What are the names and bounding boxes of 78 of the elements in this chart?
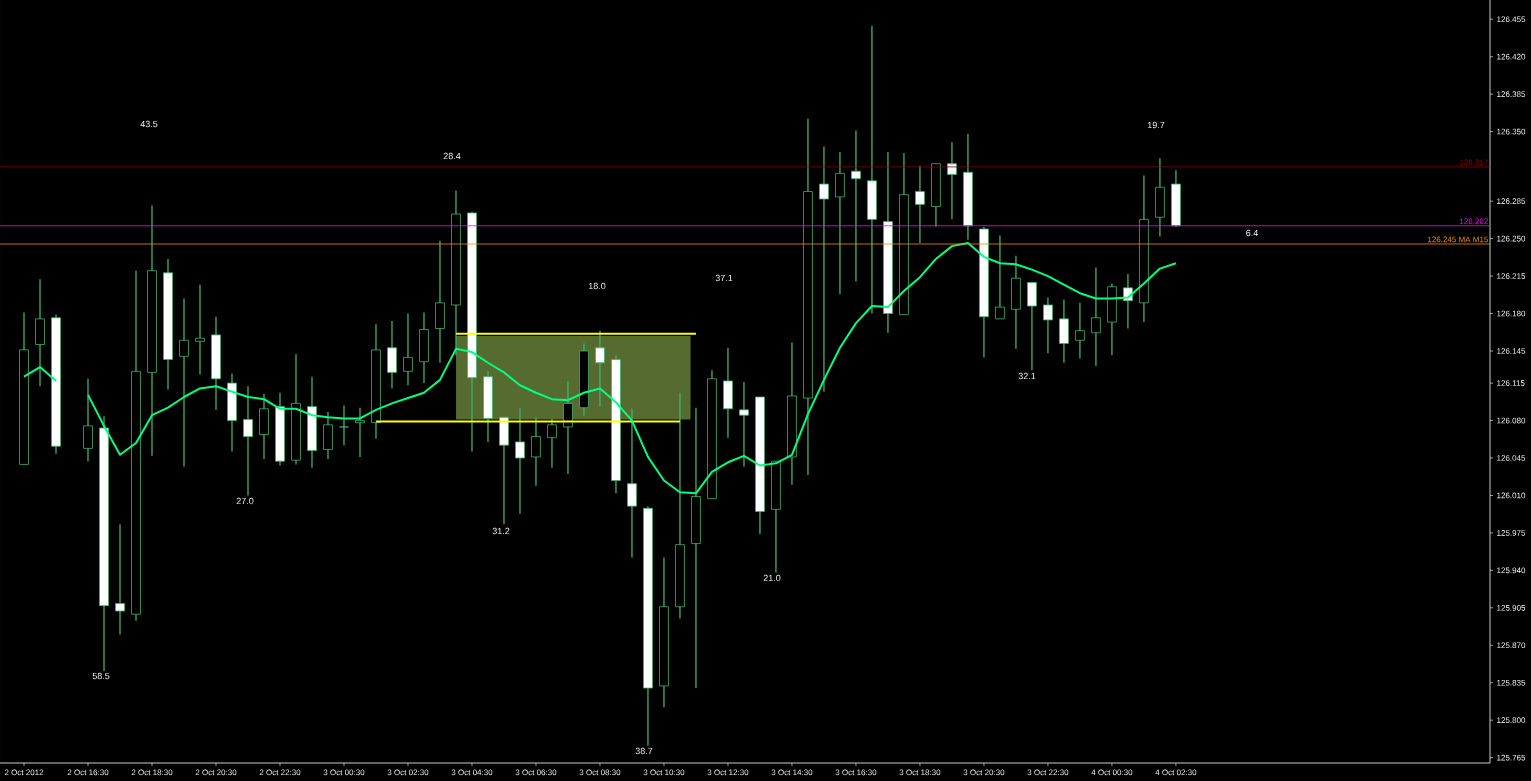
y-tick-label: 126.115 (1497, 380, 1525, 386)
candlestick (339, 404, 349, 446)
annotation: 31.2 (492, 527, 510, 535)
candlestick (1043, 296, 1053, 354)
y-tick-label: 126.250 (1497, 235, 1526, 242)
annotation: 37.1 (715, 274, 733, 282)
x-tick-label: 2 Oct 22:30 (259, 769, 301, 776)
candlestick (195, 283, 205, 376)
candlestick (835, 151, 845, 295)
y-tick-label: 126.420 (1497, 53, 1526, 60)
ref-line-label: 126.262 (1460, 218, 1488, 225)
annotation: 6.4 (1246, 229, 1258, 237)
y-tick-label: 125.870 (1497, 642, 1526, 649)
candlestick (355, 407, 365, 458)
candlestick (243, 385, 253, 497)
x-tick-label: 2 Oct 20:30 (195, 769, 237, 776)
x-tick-label: 3 Oct 12:30 (707, 769, 749, 776)
candlestick (563, 380, 573, 475)
x-tick-label: 3 Oct 06:30 (515, 769, 557, 776)
annotation: 19.7 (1147, 121, 1165, 129)
candlestick (1075, 302, 1085, 360)
y-tick-label: 125.765 (1497, 754, 1526, 761)
x-tick-label: 4 Oct 02:30 (1155, 769, 1197, 776)
candlestick (819, 145, 829, 393)
candlestick (915, 165, 925, 244)
annotation: 28.4 (443, 152, 461, 160)
annotation: 43.5 (140, 120, 158, 128)
y-tick-label: 126.145 (1497, 348, 1526, 354)
y-tick-label: 126.350 (1497, 128, 1526, 135)
y-tick-label: 125.975 (1497, 530, 1526, 536)
x-tick-label: 3 Oct 14:30 (771, 769, 813, 776)
x-tick-label: 3 Oct 08:30 (579, 769, 621, 776)
x-tick-label: 3 Oct 10:30 (643, 769, 685, 776)
y-tick-label: 125.905 (1497, 604, 1526, 611)
candlestick (531, 416, 541, 487)
candlestick (851, 129, 861, 283)
x-tick-label: 3 Oct 18:30 (899, 769, 941, 776)
x-tick-label: 3 Oct 04:30 (451, 769, 493, 776)
ref-line-label: 126.317 (1460, 159, 1488, 166)
x-tick-label: 2 Oct 18:30 (131, 769, 173, 776)
annotation: 38.7 (635, 747, 653, 755)
y-tick-label: 125.835 (1497, 679, 1526, 686)
candlestick (115, 523, 125, 636)
x-tick-label: 4 Oct 00:30 (1091, 769, 1133, 776)
y-tick-label: 126.045 (1497, 455, 1526, 461)
candlestick (627, 408, 637, 559)
candlestick (83, 378, 93, 462)
y-tick-label: 126.215 (1497, 273, 1526, 279)
y-tick-label: 126.455 (1497, 16, 1526, 23)
candlestick (515, 407, 525, 515)
y-tick-label: 126.385 (1497, 91, 1526, 97)
x-tick-label: 3 Oct 00:30 (323, 769, 365, 776)
annotation: 32.1 (1018, 372, 1036, 380)
annotation: 21.0 (763, 574, 781, 582)
y-tick-label: 126.180 (1497, 310, 1526, 317)
candlestick (179, 297, 189, 468)
y-tick-label: 126.010 (1497, 492, 1526, 499)
annotation: 18.0 (588, 282, 606, 290)
candlestick (1091, 266, 1101, 367)
annotation: 27.0 (236, 497, 254, 505)
y-tick-label: 125.940 (1497, 567, 1526, 574)
candlestick (995, 234, 1005, 320)
annotation: 58.5 (92, 672, 110, 680)
x-tick-label: 3 Oct 02:30 (387, 769, 429, 776)
x-tick-label: 3 Oct 16:30 (835, 769, 877, 776)
candlestick (547, 417, 557, 469)
x-tick-label: 3 Oct 22:30 (1027, 769, 1069, 776)
candlestick (739, 381, 749, 468)
y-tick-label: 125.800 (1497, 717, 1526, 724)
candlestick (1027, 281, 1037, 371)
y-tick-label: 126.080 (1497, 417, 1526, 424)
x-tick-label: 2 Oct 16:30 (67, 769, 109, 776)
candlestick (595, 330, 605, 408)
ref-line-label: 126.245 MA M15 (1428, 236, 1488, 243)
x-tick-label: 3 Oct 20:30 (963, 769, 1005, 776)
candlestick (403, 312, 413, 386)
y-tick-label: 126.285 (1497, 198, 1526, 204)
x-tick-label: 2 Oct 2012 (4, 769, 44, 776)
